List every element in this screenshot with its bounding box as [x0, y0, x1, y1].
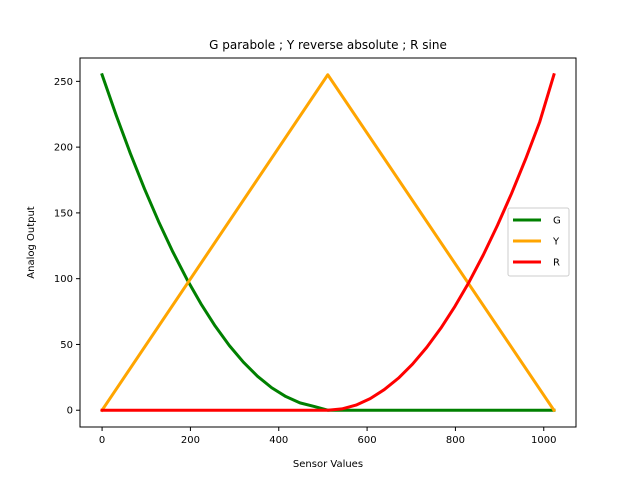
x-tick-label: 800: [446, 435, 465, 446]
series-line-r: [100, 72, 556, 412]
x-axis-ticks: 0 200 400 600 800 1000: [99, 427, 556, 446]
series-line-g: [100, 72, 556, 412]
y-tick-label: 150: [54, 208, 73, 219]
plot-lines: [99, 72, 557, 413]
x-tick-label: 600: [358, 435, 377, 446]
series-line-y: [99, 73, 557, 413]
y-axis-ticks: 0 50 100 150 200 250: [54, 77, 80, 417]
x-tick-label: 1000: [531, 435, 556, 446]
x-tick-label: 0: [99, 435, 105, 446]
legend: GYR: [507, 207, 570, 277]
y-tick-label: 0: [67, 406, 73, 417]
y-tick-label: 100: [54, 274, 73, 285]
x-tick-label: 200: [181, 435, 200, 446]
y-tick-label: 200: [54, 143, 73, 154]
y-tick-label: 250: [54, 77, 73, 88]
y-axis-label: Analog Output: [26, 206, 37, 279]
x-tick-label: 400: [269, 435, 288, 446]
chart-title: G parabole ; Y reverse absolute ; R sine: [209, 38, 447, 52]
legend-label-y: Y: [552, 237, 560, 248]
y-tick-label: 50: [60, 340, 73, 351]
plot-frame: [79, 57, 577, 428]
legend-label-r: R: [553, 258, 560, 269]
legend-label-g: G: [553, 216, 561, 227]
x-axis-label: Sensor Values: [293, 459, 363, 470]
